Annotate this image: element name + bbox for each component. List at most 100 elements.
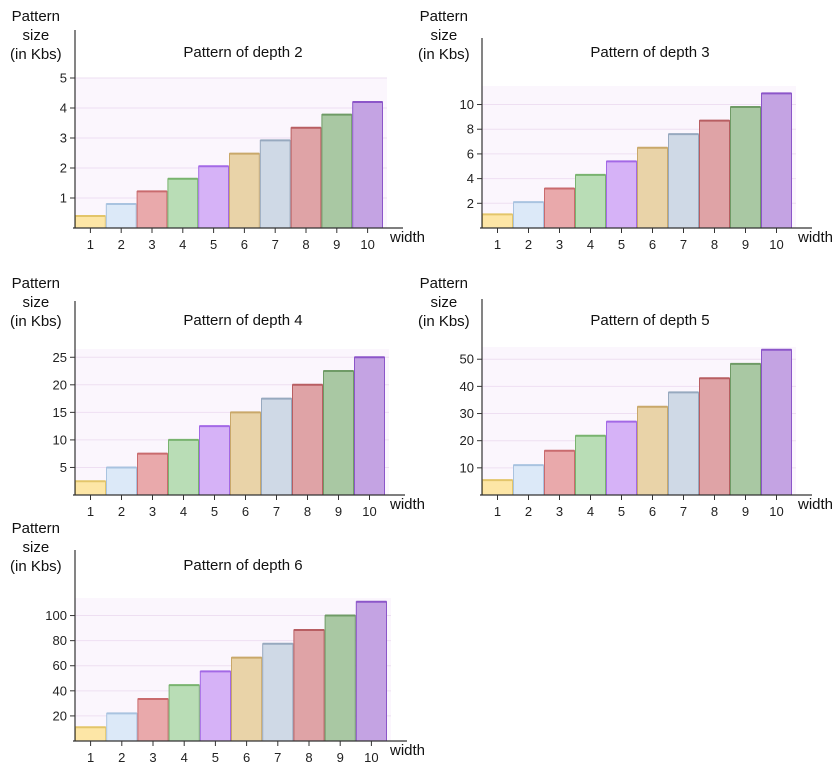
bar-8 (290, 127, 322, 229)
bar-2 (513, 464, 544, 496)
x-tick-label: 8 (302, 237, 309, 252)
x-tick-label: 5 (211, 504, 218, 519)
bar-10 (761, 349, 792, 496)
y-tick-label: 5 (60, 71, 67, 86)
x-tick-label: 2 (118, 504, 125, 519)
chart-title: Pattern of depth 3 (590, 44, 710, 61)
bar-1 (482, 479, 513, 496)
bar-4 (167, 178, 199, 229)
x-tick-label: 5 (210, 237, 217, 252)
x-tick-label: 3 (556, 504, 563, 519)
bar-10 (761, 92, 792, 229)
y-tick-label: 15 (53, 405, 67, 420)
x-tick-label: 8 (711, 237, 718, 252)
bar-9 (323, 370, 354, 496)
bar-6 (229, 153, 260, 229)
x-tick-label: 10 (364, 750, 378, 765)
x-tick-label: 7 (272, 237, 279, 252)
y-tick-label: 60 (53, 658, 67, 673)
y-tick-label: 10 (460, 97, 474, 112)
y-axis-label: Pattern size (in Kbs) (10, 8, 62, 63)
x-tick-label: 10 (360, 237, 374, 252)
bar-4 (168, 684, 200, 742)
y-tick-label: 4 (467, 171, 474, 186)
x-tick-label: 1 (494, 237, 501, 252)
x-tick-label: 3 (148, 237, 155, 252)
bar-9 (324, 615, 356, 742)
chart-title: Pattern of depth 6 (183, 557, 303, 574)
bar-2 (105, 203, 137, 229)
x-tick-label: 9 (742, 237, 749, 252)
bar-3 (544, 187, 575, 229)
x-tick-label: 4 (587, 237, 594, 252)
x-tick-label: 6 (243, 750, 250, 765)
y-tick-label: 20 (53, 708, 67, 723)
x-tick-label: 7 (680, 237, 687, 252)
y-tick-label: 20 (460, 433, 474, 448)
bar-7 (259, 139, 291, 229)
x-tick-label: 2 (118, 237, 125, 252)
bar-6 (231, 657, 263, 742)
x-tick-label: 4 (587, 504, 594, 519)
x-tick-label: 6 (649, 504, 656, 519)
chart-title: Pattern of depth 5 (590, 312, 710, 329)
x-axis-label: width (390, 229, 426, 246)
x-axis-label: width (798, 229, 834, 246)
x-tick-label: 10 (769, 504, 783, 519)
bar-2 (106, 466, 137, 496)
bar-3 (136, 190, 168, 229)
bar-7 (261, 398, 292, 496)
y-tick-label: 80 (53, 633, 67, 648)
x-tick-label: 8 (711, 504, 718, 519)
chart-title: Pattern of depth 2 (183, 44, 303, 61)
bar-3 (137, 698, 169, 742)
bar-7 (262, 643, 294, 742)
x-tick-label: 1 (87, 750, 94, 765)
bar-1 (75, 215, 106, 229)
bar-9 (321, 114, 353, 229)
y-axis-label: Pattern size (in Kbs) (418, 8, 470, 63)
x-tick-label: 3 (149, 504, 156, 519)
x-tick-label: 5 (618, 504, 625, 519)
x-tick-label: 7 (274, 750, 281, 765)
x-tick-label: 2 (525, 237, 532, 252)
x-tick-label: 7 (273, 504, 280, 519)
x-tick-label: 6 (649, 237, 656, 252)
bar-4 (575, 174, 606, 229)
y-tick-label: 2 (60, 161, 67, 176)
x-tick-label: 8 (304, 504, 311, 519)
bar-3 (544, 450, 575, 496)
y-tick-label: 4 (60, 101, 67, 116)
y-axis-label: Pattern size (in Kbs) (10, 520, 62, 575)
bar-9 (730, 106, 761, 229)
chart-depth-2: 1 2 3 4 5 1 2 3 4 5 6 7 8 9 10 (60, 30, 403, 252)
x-tick-label: 4 (180, 504, 187, 519)
bar-6 (230, 411, 261, 496)
y-tick-label: 2 (467, 196, 474, 211)
bar-7 (668, 391, 699, 496)
bar-9 (730, 363, 761, 496)
bar-5 (606, 421, 637, 496)
y-tick-label: 10 (53, 432, 67, 447)
x-tick-label: 1 (494, 504, 501, 519)
bar-2 (106, 712, 138, 742)
bar-10 (354, 356, 385, 496)
bar-8 (293, 629, 325, 742)
y-axis-label: Pattern size (in Kbs) (418, 275, 470, 330)
x-axis-label: width (390, 742, 426, 759)
x-tick-label: 7 (680, 504, 687, 519)
bar-4 (575, 435, 606, 496)
bar-5 (199, 670, 232, 742)
bar-1 (75, 726, 107, 742)
x-axis-label: width (390, 496, 426, 513)
x-tick-label: 9 (742, 504, 749, 519)
bar-4 (168, 439, 199, 496)
x-tick-label: 10 (362, 504, 376, 519)
bar-5 (199, 425, 230, 496)
y-tick-label: 40 (460, 379, 474, 394)
chart-depth-5: 10 20 30 40 50 1 2 3 4 5 6 7 8 9 10 (460, 299, 812, 519)
y-tick-label: 8 (467, 122, 474, 137)
